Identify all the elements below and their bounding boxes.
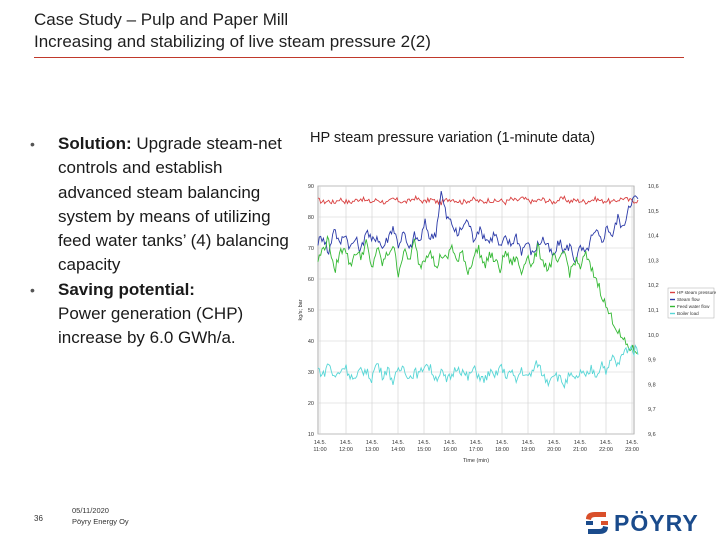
x-tick-label-time: 20:00 bbox=[547, 447, 561, 453]
x-tick-label-date: 14.5. bbox=[470, 440, 483, 446]
x-tick-label-date: 14.5. bbox=[366, 440, 379, 446]
slide-title: Case Study – Pulp and Paper Mill Increas… bbox=[34, 9, 431, 53]
x-tick-label-date: 14.5. bbox=[522, 440, 535, 446]
x-tick-label-date: 14.5. bbox=[548, 440, 561, 446]
x-axis-label: Time (min) bbox=[463, 458, 489, 464]
y-left-tick-label: 90 bbox=[308, 184, 314, 190]
bullet-list: • Solution: Upgrade steam-net controls a… bbox=[30, 132, 300, 351]
y-right-tick-label: 10,1 bbox=[648, 308, 659, 314]
x-tick-label-time: 18:00 bbox=[495, 447, 509, 453]
bullet-text: Upgrade steam-net controls and establish… bbox=[58, 134, 289, 275]
x-tick-label-date: 14.5. bbox=[340, 440, 353, 446]
title-divider bbox=[34, 57, 684, 58]
y-left-tick-label: 80 bbox=[308, 215, 314, 221]
x-tick-label-time: 17:00 bbox=[469, 447, 483, 453]
x-tick-label-time: 16:00 bbox=[443, 447, 457, 453]
bullet-solution: • Solution: Upgrade steam-net controls a… bbox=[30, 132, 300, 278]
y-left-tick-label: 10 bbox=[308, 432, 314, 438]
bullet-dot: • bbox=[30, 136, 35, 152]
logo-wordmark: PÖYRY bbox=[614, 510, 699, 536]
x-tick-label-time: 12:00 bbox=[339, 447, 353, 453]
poyry-logo-mark-icon bbox=[586, 512, 608, 534]
x-tick-label-date: 14.5. bbox=[314, 440, 327, 446]
x-tick-label-time: 11:00 bbox=[313, 447, 326, 453]
footer-company: Pöyry Energy Oy bbox=[72, 517, 129, 526]
series-line bbox=[317, 234, 639, 354]
y-right-tick-label: 10,5 bbox=[648, 209, 659, 215]
y-axis-label: kg/s; bar bbox=[298, 299, 304, 320]
bullet-saving-potential: • Saving potential: Power generation (CH… bbox=[30, 278, 300, 351]
x-tick-label-date: 14.5. bbox=[392, 440, 405, 446]
footer-date: 05/11/2020 bbox=[72, 506, 109, 515]
legend-label: Feed water flow bbox=[677, 304, 710, 309]
footer-info: 05/11/2020 Pöyry Energy Oy bbox=[72, 505, 129, 527]
y-left-tick-label: 40 bbox=[308, 339, 314, 345]
y-left-tick-label: 30 bbox=[308, 370, 314, 376]
y-right-tick-label: 10,4 bbox=[648, 234, 659, 240]
x-tick-label-time: 19:00 bbox=[521, 447, 535, 453]
x-tick-label-date: 14.5. bbox=[600, 440, 613, 446]
bullet-text: Power generation (CHP) increase by 6.0 G… bbox=[58, 304, 244, 348]
slide-title-line-1: Case Study – Pulp and Paper Mill bbox=[34, 10, 289, 29]
y-right-tick-label: 10,6 bbox=[648, 184, 659, 190]
bullet-dot: • bbox=[30, 281, 35, 298]
x-tick-label-time: 21:00 bbox=[573, 447, 587, 453]
x-tick-label-time: 14:00 bbox=[391, 447, 405, 453]
series-line bbox=[317, 344, 639, 390]
y-right-tick-label: 9,8 bbox=[648, 382, 656, 388]
x-tick-label-time: 13:00 bbox=[365, 447, 379, 453]
legend-box bbox=[667, 287, 715, 319]
y-right-tick-label: 10,0 bbox=[648, 333, 659, 339]
page-number: 36 bbox=[34, 514, 43, 523]
chart-title: HP steam pressure variation (1-minute da… bbox=[310, 130, 596, 146]
y-left-tick-label: 70 bbox=[308, 246, 314, 252]
series-line bbox=[317, 191, 639, 264]
y-left-tick-label: 60 bbox=[308, 277, 314, 283]
x-tick-label-time: 15:00 bbox=[417, 447, 431, 453]
y-right-tick-label: 10,3 bbox=[648, 258, 659, 264]
legend-label: Boiler load bbox=[677, 311, 699, 316]
slide-title-line-2: Increasing and stabilizing of live steam… bbox=[34, 32, 431, 51]
x-tick-label-time: 23:00 bbox=[625, 447, 639, 453]
legend-label: Steam flow bbox=[677, 297, 700, 302]
y-right-tick-label: 9,6 bbox=[648, 432, 656, 438]
y-right-tick-label: 9,7 bbox=[648, 407, 656, 413]
steam-pressure-chart: 90 80 70 60 50 40 30 20 10 10,6 10,5 10,4 10,3 10,2 10… bbox=[298, 184, 717, 464]
x-tick-label-date: 14.5. bbox=[626, 440, 639, 446]
bullet-label: Saving potential: bbox=[58, 279, 195, 299]
series-line bbox=[317, 194, 639, 206]
x-tick-label-time: 22:00 bbox=[599, 447, 613, 453]
y-right-tick-label: 10,2 bbox=[648, 283, 659, 289]
x-tick-label-date: 14.5. bbox=[444, 440, 457, 446]
legend-label: HP steam pressure bbox=[677, 290, 717, 295]
x-tick-label-date: 14.5. bbox=[418, 440, 431, 446]
y-right-tick-label: 9,9 bbox=[648, 358, 656, 364]
x-tick-label-date: 14.5. bbox=[496, 440, 509, 446]
bullet-label: Solution: bbox=[58, 134, 132, 153]
x-tick-label-date: 14.5. bbox=[574, 440, 587, 446]
y-left-tick-label: 20 bbox=[308, 401, 314, 407]
poyry-logo: PÖYRY bbox=[582, 509, 716, 537]
y-left-tick-label: 50 bbox=[308, 308, 314, 314]
